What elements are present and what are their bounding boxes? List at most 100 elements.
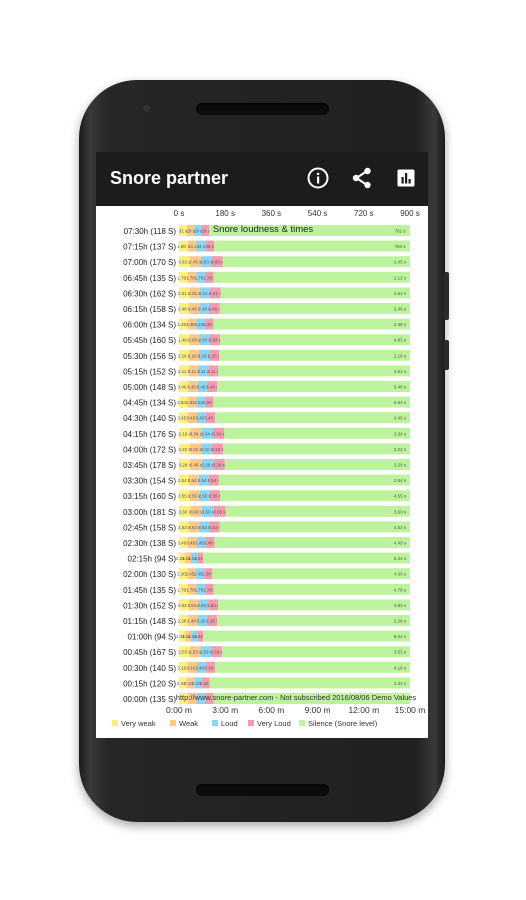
bar-value-label: 3.28 s bbox=[213, 463, 226, 468]
bar-chart-icon[interactable] bbox=[393, 165, 419, 191]
snore-chart: 0 s 180 s 360 s 540 s 720 s 900 s 07:30h (118… bbox=[112, 209, 425, 728]
bar-segment bbox=[187, 583, 197, 595]
bar-segment bbox=[199, 349, 210, 361]
bar-segment bbox=[196, 318, 205, 330]
row-label: 02:00h (130 S) bbox=[123, 570, 176, 579]
bar-segment bbox=[179, 583, 188, 595]
bar-value-label: 3.60 s bbox=[394, 509, 407, 514]
bar-value-label: 2.83 s bbox=[188, 338, 201, 343]
bar-value-label: 2.54 s bbox=[208, 478, 221, 483]
bar-segment bbox=[221, 646, 410, 658]
bar-value-label: 4.55 s bbox=[394, 494, 407, 499]
bar-segment bbox=[208, 599, 219, 611]
bar-segment bbox=[187, 661, 197, 673]
bar-segment bbox=[198, 599, 209, 611]
bar-value-label: 2.48 s bbox=[208, 307, 221, 312]
bar-segment bbox=[204, 583, 214, 595]
bar-value-label: 2.55 s bbox=[209, 494, 222, 499]
bar-segment bbox=[190, 427, 202, 439]
row-label: 06:15h (158 S) bbox=[123, 305, 176, 314]
bar-segment bbox=[191, 552, 198, 564]
bar-value-label: 3.83 s bbox=[178, 260, 191, 265]
bar-segment bbox=[213, 271, 410, 283]
row-label: 00:00h (135 S) bbox=[123, 695, 176, 704]
bar-value-label: 782 s bbox=[394, 229, 406, 234]
share-icon[interactable] bbox=[349, 165, 375, 191]
bar-value-label: 3.45 s bbox=[195, 416, 208, 421]
bar-segment bbox=[201, 427, 213, 439]
bar-segment bbox=[213, 583, 410, 595]
bar-value-label: 34 s bbox=[188, 244, 197, 249]
bar-value-label: 3.45 s bbox=[177, 416, 190, 421]
row-label: 04:45h (134 S) bbox=[123, 399, 176, 408]
bar-value-label: 1.78 s bbox=[186, 587, 199, 592]
bar-value-label: 3.60 s bbox=[202, 509, 215, 514]
bar-segment bbox=[189, 490, 200, 502]
bar-value-label: 2.01 s bbox=[188, 291, 201, 296]
bar-value-label: 2.54 s bbox=[394, 478, 407, 483]
bar-value-label: 3.45 s bbox=[186, 416, 199, 421]
bar-segment bbox=[219, 303, 410, 314]
bar-value-label: 2.84 s bbox=[203, 400, 216, 405]
bar-segment bbox=[194, 225, 202, 236]
bar-value-label: 3.45 s bbox=[204, 416, 217, 421]
top-tick-label: 180 s bbox=[215, 209, 235, 218]
bar-value-label: 3.83 s bbox=[211, 260, 224, 265]
bar-value-label: 2.24 s bbox=[176, 556, 189, 561]
bar-segment bbox=[204, 396, 214, 408]
bar-value-label: 35 s bbox=[205, 244, 214, 249]
bar-segment bbox=[204, 568, 213, 580]
legend-swatch bbox=[170, 720, 176, 726]
row-label: 05:15h (152 S) bbox=[123, 367, 176, 376]
bar-value-label: 2.01 s bbox=[209, 291, 222, 296]
bar-segment bbox=[195, 568, 205, 580]
bar-segment bbox=[207, 381, 217, 392]
bottom-axis: 0:00 m 3:00 m 6:00 m 9:00 m 12:00 m 15:00 m bbox=[166, 705, 425, 715]
info-icon[interactable] bbox=[305, 165, 331, 191]
bar-segment bbox=[197, 381, 208, 392]
bottom-tick-label: 9:00 m bbox=[305, 705, 331, 715]
bar-segment bbox=[211, 256, 223, 268]
bar-segment bbox=[200, 646, 212, 658]
bar-segment bbox=[208, 365, 219, 377]
bar-value-label: 2.16 s bbox=[178, 353, 191, 358]
bar-segment bbox=[196, 583, 205, 595]
bar-value-label: 2.28 s bbox=[394, 619, 407, 624]
bar-value-label: 34 s bbox=[197, 244, 206, 249]
legend-swatch bbox=[212, 720, 218, 726]
bar-segment bbox=[224, 427, 410, 439]
bar-segment bbox=[179, 349, 190, 361]
bar-value-label: 2.84 s bbox=[186, 400, 199, 405]
phone-screen: Snore partner 0 s 180 s 360 s 540 s 720 s 900… bbox=[96, 152, 428, 738]
bar-segment bbox=[213, 318, 410, 330]
bar-segment bbox=[179, 240, 188, 252]
bar-value-label: 2.54 s bbox=[198, 478, 211, 483]
bar-segment bbox=[224, 459, 410, 470]
row-label: 03:30h (154 S) bbox=[123, 477, 176, 486]
bar-segment bbox=[179, 490, 190, 502]
bar-value-label: 1.44 s bbox=[176, 634, 189, 639]
bar-value-label: 8.44 s bbox=[394, 634, 407, 639]
bar-value-label: 29 s bbox=[186, 229, 195, 234]
row-label: 00:15h (120 S) bbox=[123, 679, 176, 688]
bar-value-label: 2.84 s bbox=[177, 400, 190, 405]
bar-segment bbox=[209, 303, 220, 314]
bar-segment bbox=[179, 630, 186, 642]
chart-legend: Very weak Weak Loud Very Loud Silence (Snore… bbox=[112, 719, 378, 728]
bar-segment bbox=[213, 505, 226, 517]
bar-segment bbox=[179, 537, 188, 548]
bar-value-label: 1.44 s bbox=[194, 634, 207, 639]
bar-value-label: 2.34 s bbox=[192, 681, 205, 686]
bar-value-label: 2.55 s bbox=[178, 494, 191, 499]
bar-value-label: 2.84 s bbox=[194, 400, 207, 405]
bottom-tick-label: 3:00 m bbox=[212, 705, 238, 715]
bar-segment bbox=[179, 521, 190, 533]
bar-segment bbox=[201, 459, 214, 470]
bar-value-label: 31 s bbox=[179, 229, 188, 234]
bar-value-label: 2.45 s bbox=[394, 260, 407, 265]
bar-value-label: 2.18 s bbox=[198, 353, 211, 358]
bar-segment bbox=[189, 256, 201, 268]
bar-segment bbox=[196, 537, 206, 548]
bar-segment bbox=[187, 412, 197, 424]
bottom-tick-label: 0:00 m bbox=[166, 705, 192, 715]
